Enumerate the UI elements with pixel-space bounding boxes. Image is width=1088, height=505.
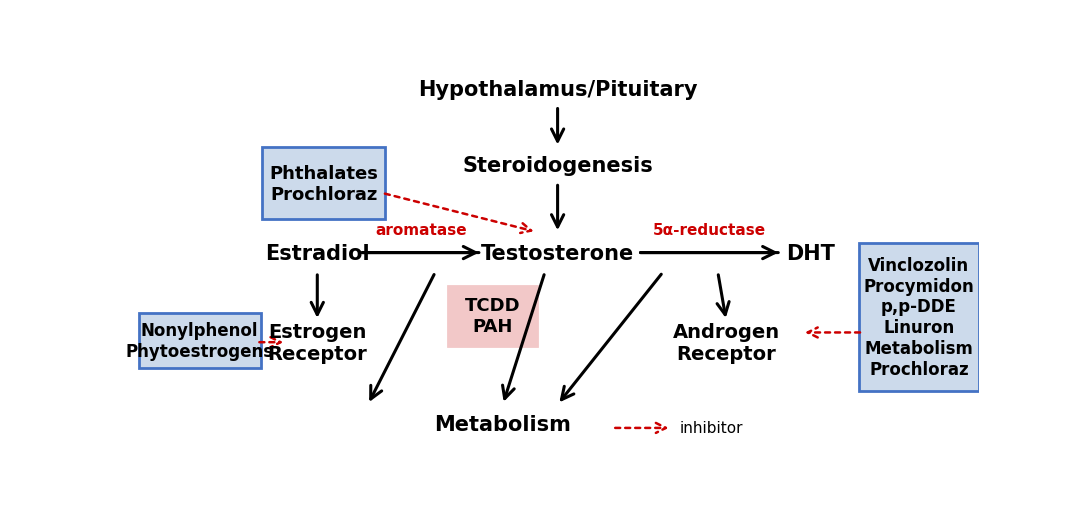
FancyBboxPatch shape [448,286,536,346]
Text: inhibitor: inhibitor [680,421,743,435]
Text: Testosterone: Testosterone [481,243,634,263]
Text: Metabolism: Metabolism [434,414,571,434]
Text: 5α-reductase: 5α-reductase [653,223,766,237]
Text: TCDD
PAH: TCDD PAH [465,297,520,336]
FancyBboxPatch shape [858,243,979,391]
FancyBboxPatch shape [262,148,385,220]
Text: Vinclozolin
Procymidon
p,p-DDE
Linuron
Metabolism
Prochloraz: Vinclozolin Procymidon p,p-DDE Linuron M… [864,257,974,378]
Text: Hypothalamus/Pituitary: Hypothalamus/Pituitary [418,80,697,100]
Text: Androgen
Receptor: Androgen Receptor [672,322,780,363]
Text: Phthalates
Prochloraz: Phthalates Prochloraz [269,165,378,204]
Text: Estrogen
Receptor: Estrogen Receptor [268,322,367,363]
Text: Steroidogenesis: Steroidogenesis [462,156,653,176]
Text: aromatase: aromatase [375,223,467,237]
Text: Estradiol: Estradiol [265,243,370,263]
Text: DHT: DHT [787,243,834,263]
FancyBboxPatch shape [138,313,261,368]
Text: Nonylphenol
Phytoestrogens: Nonylphenol Phytoestrogens [125,321,273,360]
